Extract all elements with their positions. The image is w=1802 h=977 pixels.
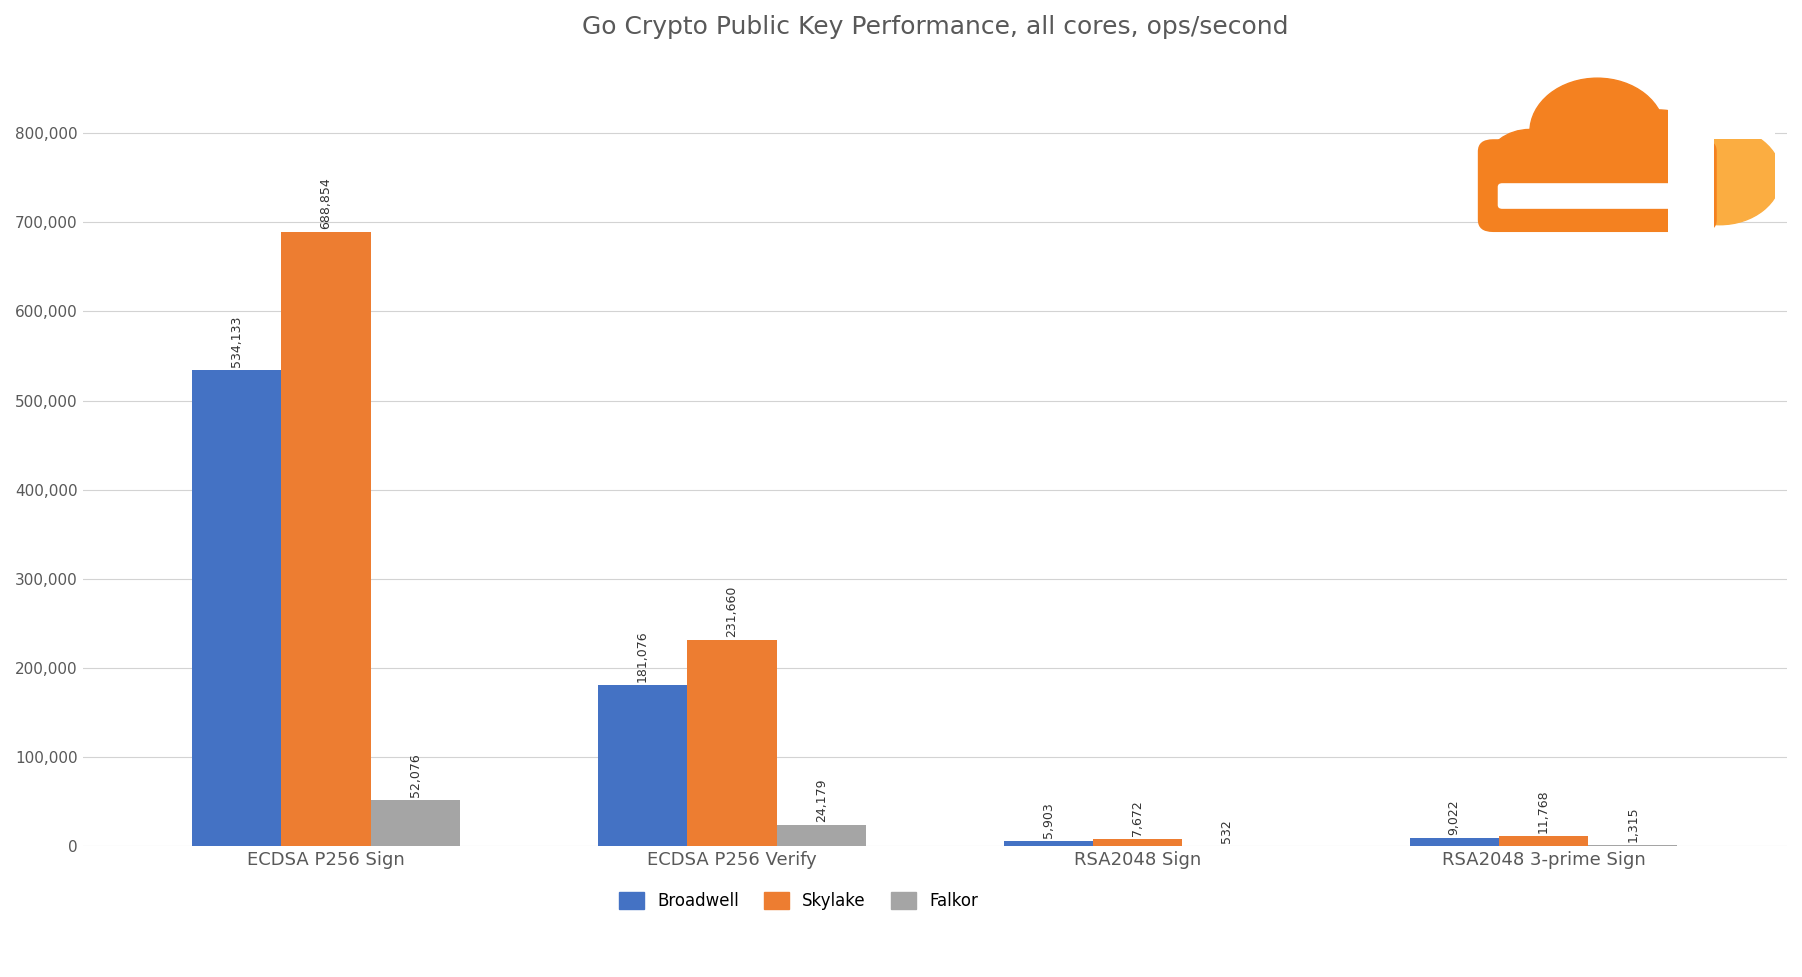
Bar: [1499, 835, 1588, 846]
Text: 9,022: 9,022: [1447, 799, 1461, 835]
Text: 181,076: 181,076: [636, 630, 649, 682]
Bar: [1094, 839, 1182, 846]
Bar: [777, 825, 865, 846]
Text: 5,903: 5,903: [1042, 802, 1054, 838]
Circle shape: [1487, 129, 1573, 198]
Text: 52,076: 52,076: [409, 753, 422, 796]
Text: 231,660: 231,660: [726, 585, 739, 637]
Bar: [687, 640, 777, 846]
FancyBboxPatch shape: [1497, 184, 1685, 209]
FancyBboxPatch shape: [1669, 127, 1714, 237]
Title: Go Crypto Public Key Performance, all cores, ops/second: Go Crypto Public Key Performance, all co…: [582, 15, 1288, 39]
Circle shape: [1658, 127, 1780, 225]
Bar: [598, 685, 687, 846]
Text: 532: 532: [1220, 819, 1234, 842]
Legend: Broadwell, Skylake, Falkor: Broadwell, Skylake, Falkor: [613, 885, 984, 916]
Bar: [1004, 841, 1094, 846]
Bar: [193, 370, 281, 846]
Bar: [1409, 838, 1499, 846]
Bar: [1588, 845, 1678, 846]
Text: 7,672: 7,672: [1132, 800, 1144, 836]
Text: 1,315: 1,315: [1625, 806, 1640, 842]
FancyBboxPatch shape: [1669, 66, 1775, 140]
Circle shape: [1530, 78, 1665, 186]
Bar: [281, 233, 371, 846]
Text: 688,854: 688,854: [319, 177, 333, 229]
FancyBboxPatch shape: [1478, 140, 1717, 233]
Text: 24,179: 24,179: [815, 778, 827, 822]
Circle shape: [1607, 110, 1710, 193]
Text: 534,133: 534,133: [231, 316, 243, 367]
Text: 11,768: 11,768: [1537, 789, 1550, 832]
Bar: [371, 800, 460, 846]
